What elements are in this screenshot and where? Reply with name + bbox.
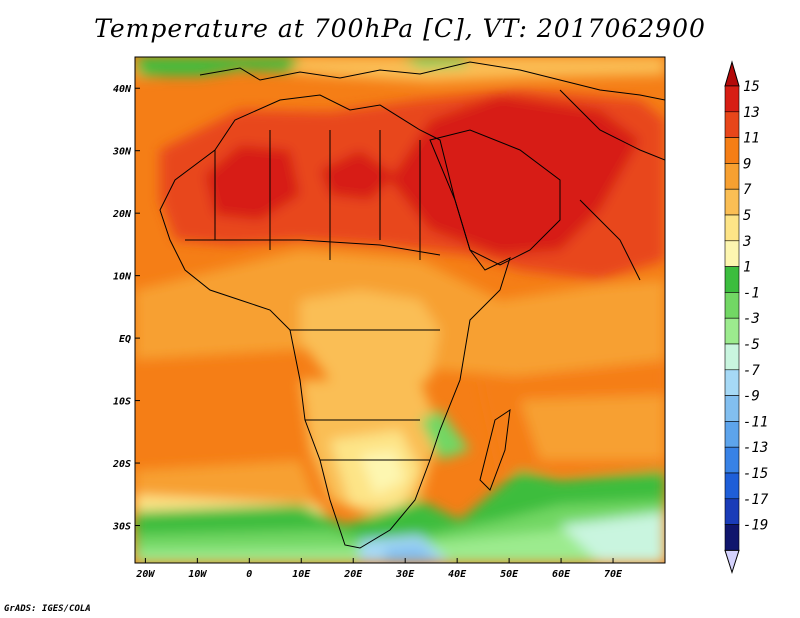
colorbar-label: -1: [743, 285, 760, 301]
colorbar: 15 13 11 9 7 5 3 1 -1 -3 -5 -7 -9 -11 -13 -15 -17 -19: [724, 60, 769, 575]
field-libya-core: [320, 150, 395, 200]
lat-tick-label: 40N: [113, 84, 132, 95]
temperature-field: [135, 57, 665, 563]
colorbar-swatch: [724, 111, 740, 138]
lon-tick-label: 60E: [552, 569, 571, 580]
colorbar-label: -19: [743, 518, 768, 534]
lat-tick-label: 30S: [112, 522, 131, 533]
lon-tick-label: 50E: [500, 569, 519, 580]
lon-tick-label: 10W: [188, 569, 207, 580]
colorbar-label: 11: [743, 131, 760, 147]
colorbar-swatch: [724, 498, 740, 525]
colorbar-label: 7: [743, 182, 752, 198]
colorbar-swatch: [724, 369, 740, 396]
colorbar-swatch: [724, 472, 740, 500]
field-europe-green: [135, 57, 300, 76]
asia-border: [559, 89, 665, 281]
colorbar-bottom-arrow: [724, 549, 740, 575]
field-indian-ocean-2: [520, 395, 665, 460]
field-central-africa: [300, 290, 440, 390]
colorbar-swatch: [724, 137, 740, 164]
madagascar: [479, 408, 511, 491]
lat-tick-label: 20S: [112, 459, 131, 470]
colorbar-label: -11: [743, 414, 768, 430]
colorbar-label: 3: [742, 234, 751, 250]
lon-tick-label: 70E: [604, 569, 623, 580]
colorbar-swatch: [724, 163, 740, 190]
colorbar-label: 15: [743, 79, 760, 95]
colorbar-swatch: [724, 240, 740, 267]
africa-coastline: [159, 94, 511, 549]
colorbar-label: -9: [743, 389, 760, 405]
field-arabia-core: [390, 95, 640, 255]
arabia-outline: [429, 129, 561, 266]
colorbar-swatch: [724, 343, 740, 371]
colorbar-swatch: [724, 292, 740, 319]
axis-ticks: 20W 10W 0 10E 20E 30E 40E 50E 60E 70E 40N 30N 20N 10N…: [112, 84, 623, 580]
colorbar-swatch: [724, 317, 740, 345]
coastlines: [159, 61, 665, 549]
europe-coast: [199, 61, 665, 101]
colorbar-label: -15: [743, 466, 768, 482]
field-cold-core: [385, 545, 440, 563]
border-1: [214, 130, 421, 260]
lat-tick-label: 10S: [113, 397, 131, 408]
colorbar-label: -13: [743, 440, 768, 456]
field-kalahari-2: [360, 450, 405, 495]
colorbar-label: 5: [743, 208, 751, 224]
field-s-ocean-sky: [560, 512, 665, 563]
grads-credit: GrADS: IGES/COLA: [4, 604, 91, 614]
field-europe-green-2: [400, 57, 470, 68]
colorbar-label: -7: [743, 363, 760, 379]
lat-tick-label: 10N: [113, 272, 132, 283]
colorbar-swatch: [724, 395, 740, 422]
map-frame: [134, 56, 666, 564]
lat-tick-label: 30N: [112, 147, 132, 158]
field-mozambique: [420, 410, 470, 460]
colorbar-swatch: [724, 266, 740, 293]
colorbar-swatch: [724, 524, 740, 551]
colorbar-label: 13: [743, 105, 760, 121]
lon-tick-label: 20W: [135, 569, 155, 580]
colorbar-swatch: [724, 85, 740, 113]
colorbar-label: -5: [743, 337, 760, 353]
colorbar-top-arrow: [724, 60, 740, 87]
colorbar-label: -3: [743, 311, 760, 327]
lon-tick-label: 40E: [448, 569, 467, 580]
colorbar-label: 9: [743, 156, 751, 172]
lon-tick-label: 30E: [395, 569, 415, 580]
lon-tick-label: 10E: [292, 569, 311, 580]
colorbar-swatch: [724, 214, 740, 242]
field-s-ocean-pgreen: [135, 520, 665, 563]
colorbar-swatch: [724, 421, 740, 448]
colorbar-label: 1: [743, 260, 751, 276]
lon-tick-label: 0: [246, 569, 252, 580]
field-sahara-core: [205, 145, 300, 220]
colorbar-swatch: [724, 446, 740, 474]
lat-tick-label: EQ: [119, 334, 131, 345]
colorbar-label: -17: [743, 492, 769, 508]
lon-tick-label: 20E: [343, 569, 363, 580]
border-2: [185, 239, 441, 461]
lat-tick-label: 20N: [112, 209, 132, 220]
chart-title: Temperature at 700hPa [C], VT: 201706290…: [94, 14, 706, 43]
colorbar-swatch: [724, 188, 740, 216]
